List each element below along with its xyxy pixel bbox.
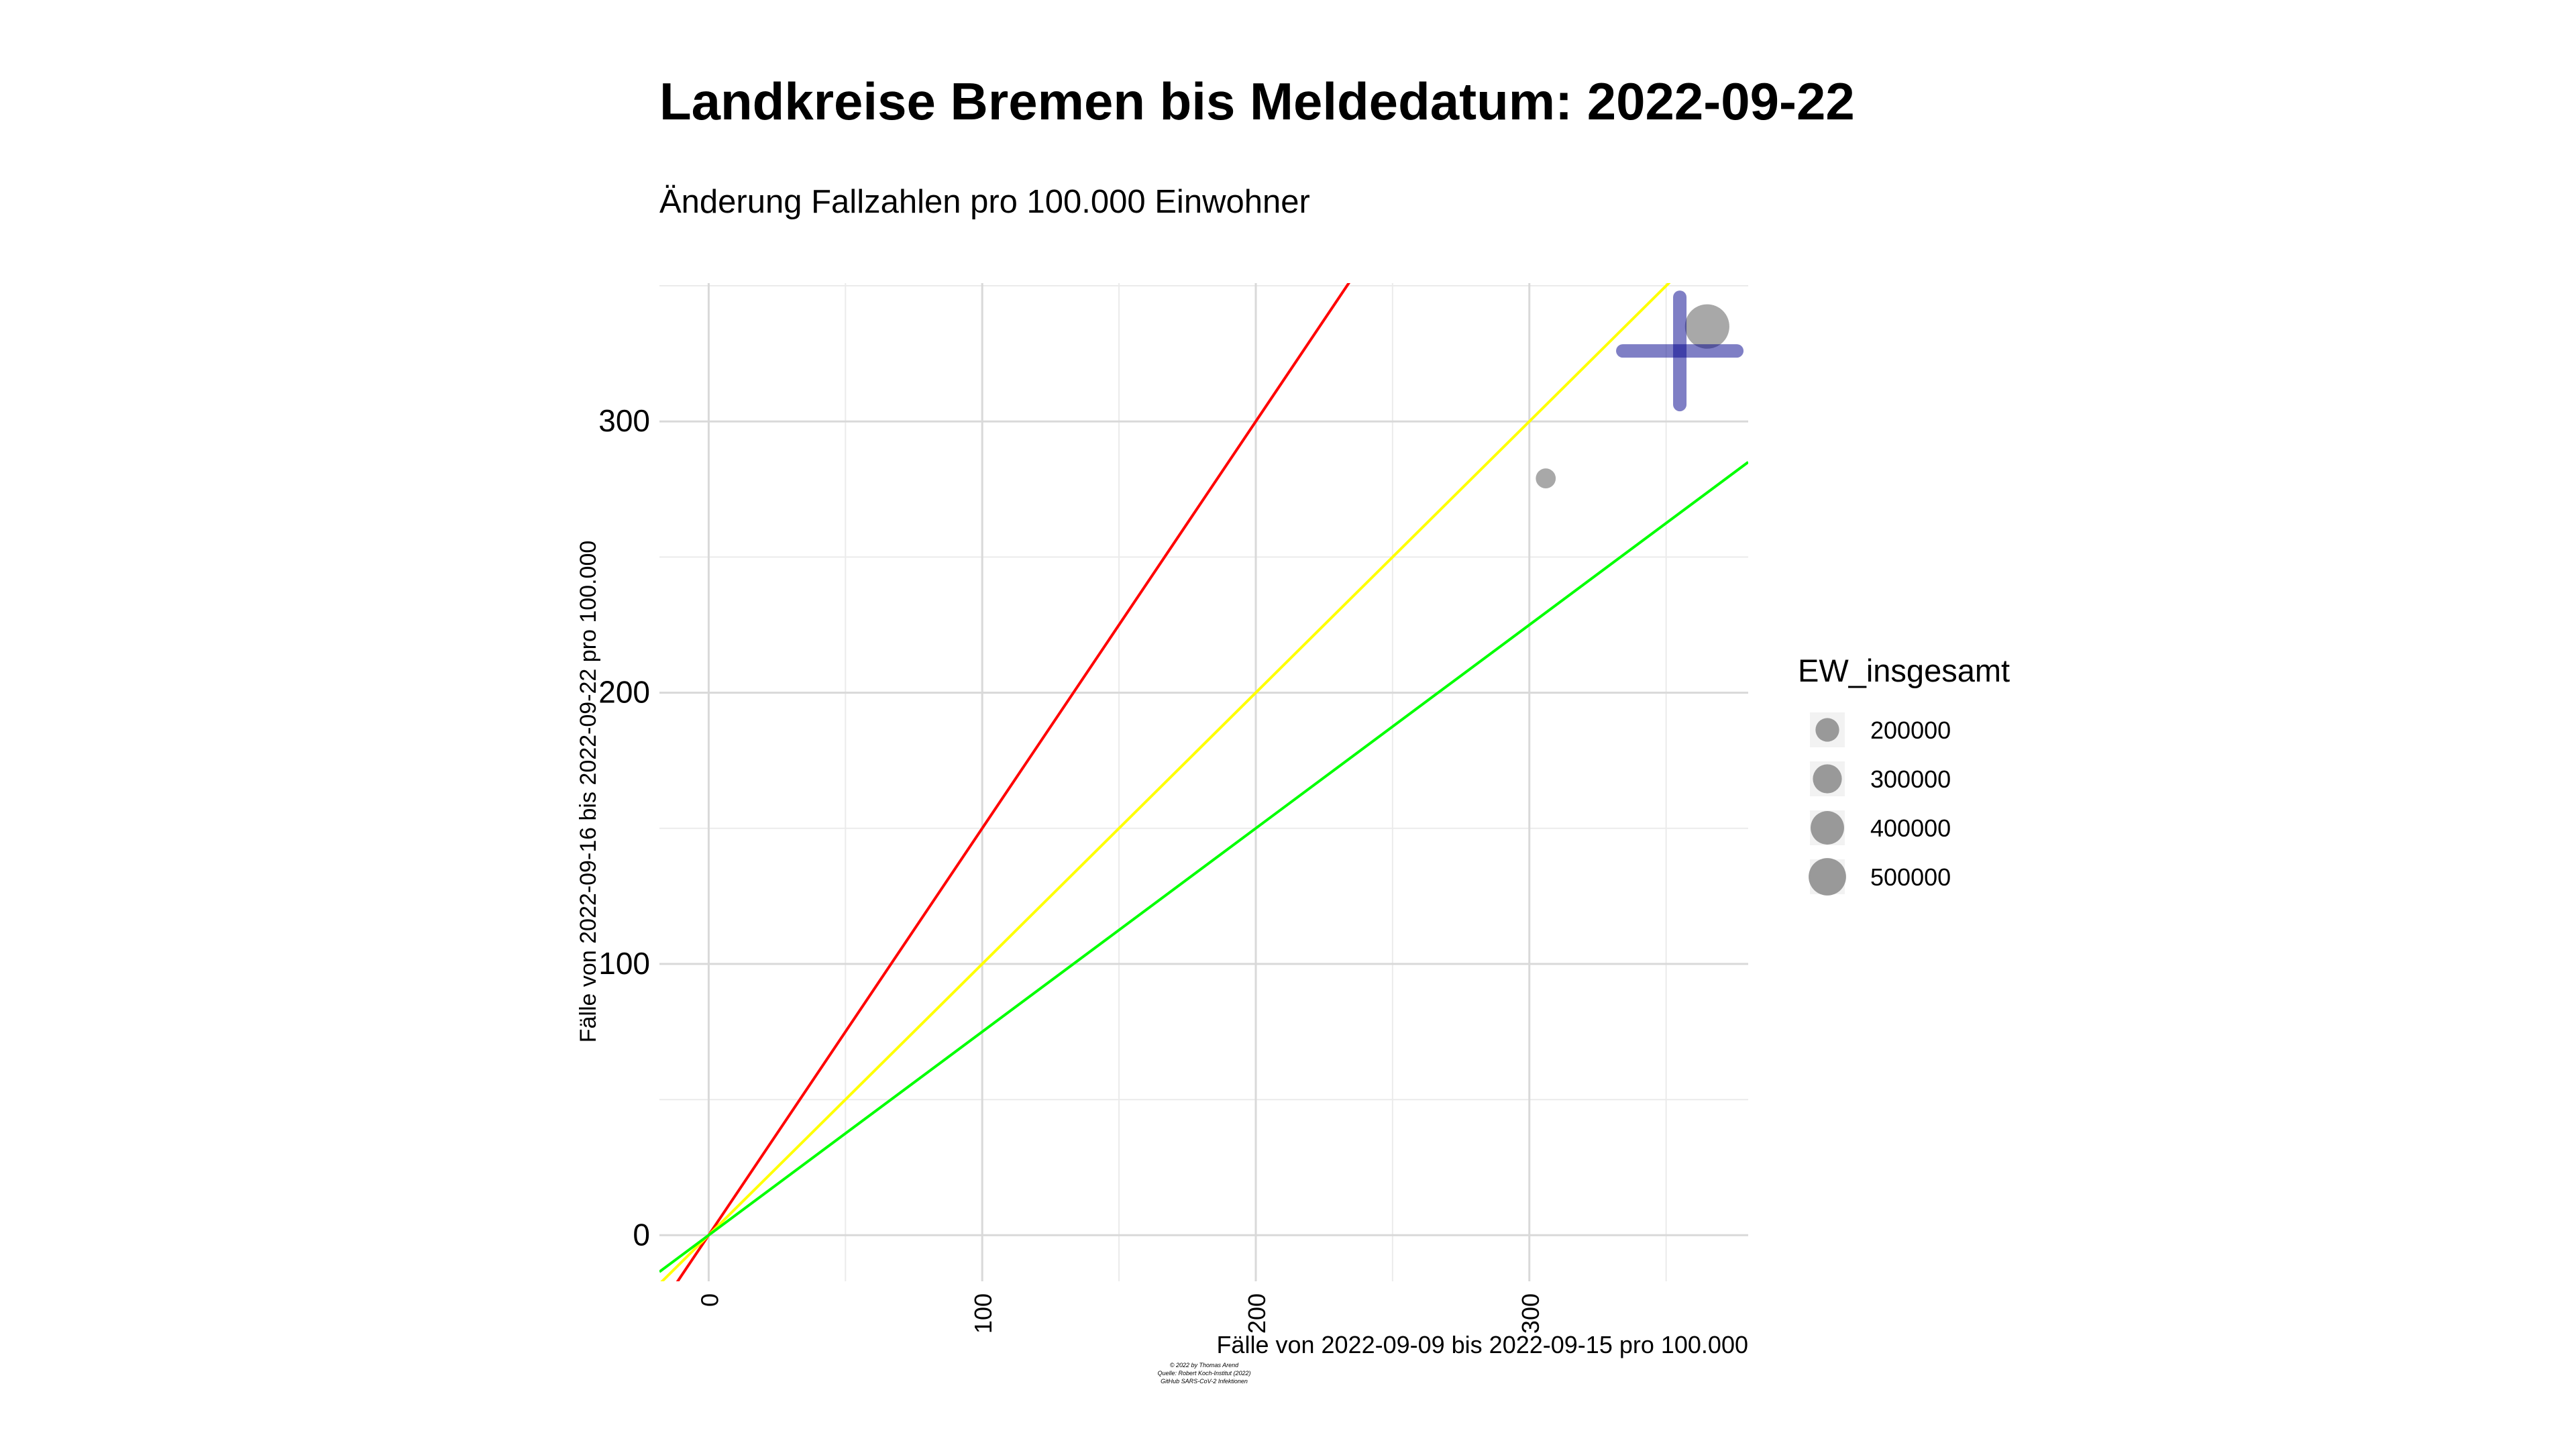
x-tick-labels: 0 100 200 300: [696, 1293, 1544, 1334]
legend-item-label: 200000: [1870, 716, 1951, 744]
reference-lines: [659, 283, 1748, 1281]
legend-item-label: 400000: [1870, 814, 1951, 842]
y-tick-label: 0: [633, 1217, 650, 1252]
crosshair-marker: [1616, 290, 1744, 412]
x-tick-label: 100: [969, 1293, 997, 1334]
legend-title: EW_insgesamt: [1798, 653, 2010, 688]
y-tick-label: 300: [598, 403, 650, 438]
grid: [659, 283, 1748, 1281]
reference-line: [676, 283, 1351, 1281]
y-tick-label: 200: [598, 675, 650, 710]
legend-key-dot: [1813, 764, 1842, 794]
chart-subtitle: Änderung Fallzahlen pro 100.000 Einwohne…: [659, 184, 1310, 220]
legend-key-dot: [1815, 718, 1839, 742]
caption-line: © 2022 by Thomas Arend: [1170, 1362, 1239, 1368]
x-axis-label: Fälle von 2022-09-09 bis 2022-09-15 pro …: [1216, 1331, 1748, 1358]
x-tick-label: 0: [696, 1293, 723, 1307]
x-tick-label: 300: [1517, 1293, 1544, 1334]
legend: EW_insgesamt 200000 300000 400000 500000: [1798, 653, 2010, 896]
caption-line: GitHub SARS-CoV-2 Infektionen: [1161, 1378, 1248, 1385]
y-axis-label: Fälle von 2022-09-16 bis 2022-09-22 pro …: [576, 541, 601, 1043]
data-points: [1536, 304, 1729, 488]
reference-line: [660, 283, 1671, 1281]
legend-item-label: 300000: [1870, 765, 1951, 793]
legend-key-dot: [1809, 858, 1846, 896]
y-tick-labels: 0 100 200 300: [598, 403, 650, 1252]
crosshair-vertical-bar: [1673, 290, 1687, 412]
reference-line: [659, 461, 1748, 1273]
legend-key-dot: [1811, 811, 1844, 845]
data-point: [1684, 304, 1729, 349]
data-point: [1536, 468, 1556, 488]
caption-line: Quelle: Robert Koch-Institut (2022): [1157, 1370, 1250, 1377]
x-tick-label: 200: [1243, 1293, 1271, 1334]
legend-item-label: 500000: [1870, 863, 1951, 891]
caption: © 2022 by Thomas Arend Quelle: Robert Ko…: [1157, 1362, 1250, 1385]
y-tick-label: 100: [598, 946, 650, 981]
chart-title: Landkreise Bremen bis Meldedatum: 2022-0…: [659, 72, 1855, 131]
